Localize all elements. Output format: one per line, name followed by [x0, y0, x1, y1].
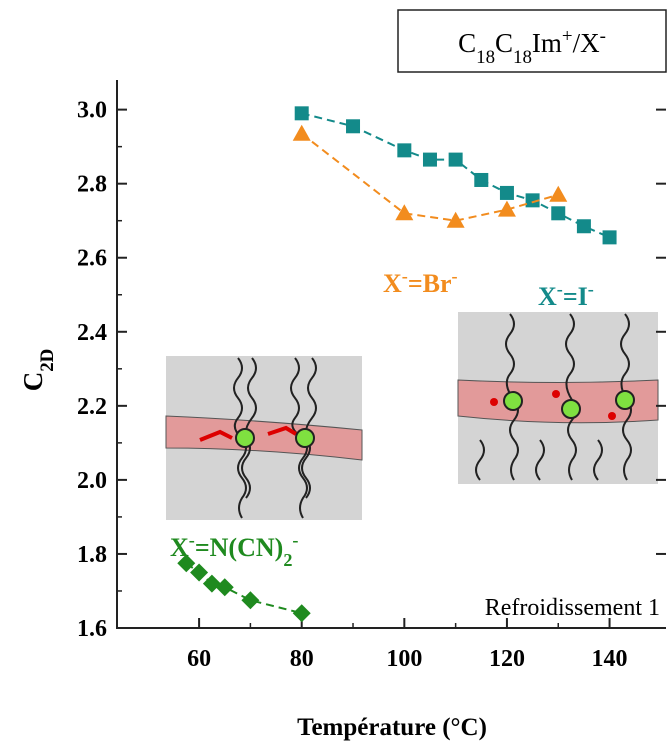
data-point — [551, 206, 566, 221]
y-tick-label: 2.4 — [77, 320, 107, 346]
data-point — [549, 185, 568, 202]
data-point — [346, 119, 361, 134]
text-part: - — [600, 26, 606, 47]
series-label: X-=Br- — [383, 266, 458, 298]
text-part: - — [402, 266, 408, 286]
x-tick-label: 60 — [187, 646, 211, 672]
data-point — [190, 563, 209, 582]
data-point — [202, 574, 221, 593]
data-point — [215, 578, 234, 597]
chart-title: C18C18Im+/X- — [458, 26, 606, 68]
annotation: Refroidissement 1 — [485, 595, 660, 621]
text-part: 18 — [476, 47, 495, 68]
x-tick-label: 80 — [290, 646, 314, 672]
data-point — [395, 204, 414, 221]
x-tick-label: 100 — [386, 646, 422, 672]
data-point — [576, 219, 591, 234]
text-part: =N(CN) — [195, 533, 283, 562]
x-tick-label: 140 — [592, 646, 628, 672]
y-tick-label: 3.0 — [77, 98, 107, 124]
text-part: =I — [563, 282, 588, 311]
y-tick-label: 2.2 — [77, 394, 107, 420]
data-point — [602, 230, 617, 245]
text-part: =Br — [408, 269, 452, 298]
data-point — [525, 193, 540, 208]
data-point — [446, 211, 465, 228]
text-part: 18 — [513, 47, 532, 68]
text-part: + — [562, 26, 573, 47]
text-part: - — [452, 266, 458, 286]
inset-left — [165, 356, 363, 520]
data-point — [397, 143, 412, 158]
text-part: C — [495, 28, 513, 58]
data-point — [177, 554, 196, 573]
y-tick-label: 1.8 — [77, 542, 107, 568]
text-part: - — [557, 279, 563, 299]
x-tick-label: 120 — [489, 646, 525, 672]
text-part: /X — [573, 28, 601, 58]
data-point — [448, 152, 463, 167]
data-point — [292, 604, 311, 623]
data-point — [499, 185, 514, 200]
y-tick-label: 2.8 — [77, 172, 107, 198]
data-point — [497, 200, 516, 217]
y-tick-label: 1.6 — [77, 616, 107, 642]
data-point — [474, 172, 489, 187]
text-part: X — [170, 533, 189, 562]
text-part: X — [383, 269, 402, 298]
data-point — [422, 152, 437, 167]
text-part: X — [538, 282, 557, 311]
data-point — [294, 106, 309, 121]
text-part: 2D — [37, 349, 58, 372]
text-part: 2 — [283, 550, 292, 570]
text-part: C — [458, 28, 476, 58]
series-line — [301, 132, 559, 222]
text-part: C — [18, 372, 48, 392]
data-point — [292, 124, 311, 141]
y-axis-label: C2D — [18, 349, 58, 392]
text-part: - — [292, 530, 298, 550]
inset-right — [457, 312, 659, 484]
series-label: X-=I- — [538, 279, 594, 311]
title-box — [397, 9, 667, 73]
text-part: - — [189, 530, 195, 550]
y-tick-label: 2.0 — [77, 468, 107, 494]
y-tick-label: 2.6 — [77, 246, 107, 272]
data-point — [241, 591, 260, 610]
x-axis-label: Température (°C) — [297, 714, 487, 741]
text-part: Im — [532, 28, 562, 58]
series-label: X-=N(CN)2- — [170, 530, 298, 570]
text-part: - — [588, 279, 594, 299]
